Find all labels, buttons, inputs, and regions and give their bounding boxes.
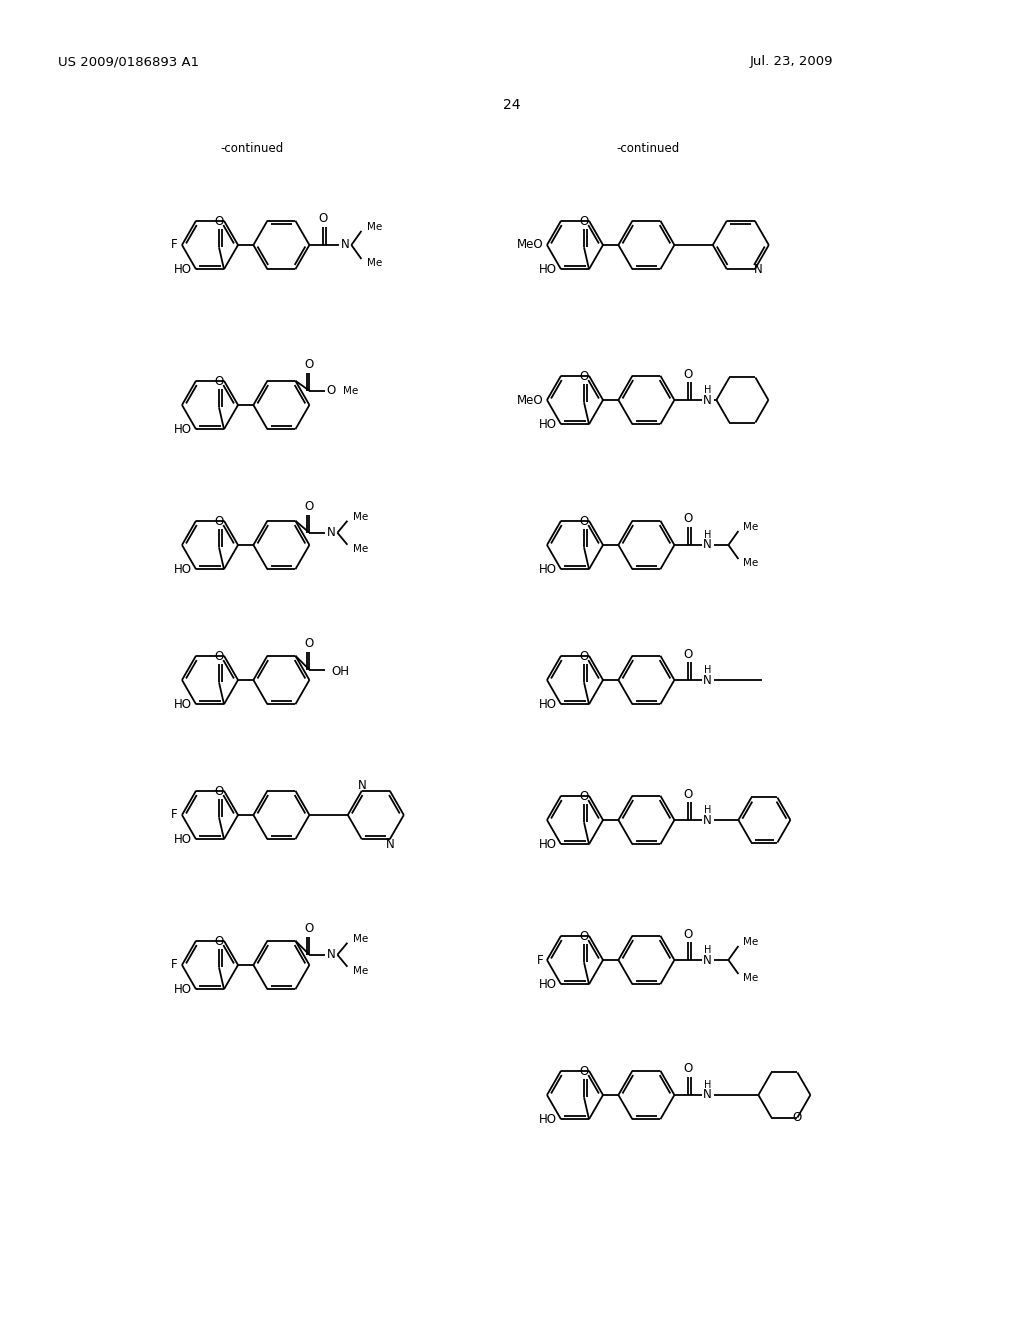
Text: N: N <box>357 779 367 792</box>
Text: US 2009/0186893 A1: US 2009/0186893 A1 <box>58 55 199 69</box>
Text: O: O <box>214 375 223 388</box>
Text: N: N <box>385 838 394 851</box>
Text: O: O <box>684 367 693 380</box>
Text: N: N <box>327 527 336 540</box>
Text: O: O <box>305 638 314 651</box>
Text: HO: HO <box>174 422 193 436</box>
Text: H: H <box>703 665 711 675</box>
Text: H: H <box>703 805 711 814</box>
Text: F: F <box>171 239 178 252</box>
Text: Me: Me <box>343 385 358 396</box>
Text: O: O <box>684 1063 693 1076</box>
Text: O: O <box>305 358 314 371</box>
Text: F: F <box>171 958 178 972</box>
Text: HO: HO <box>174 983 193 995</box>
Text: O: O <box>214 649 223 663</box>
Text: HO: HO <box>539 978 557 991</box>
Text: HO: HO <box>539 1113 557 1126</box>
Text: Me: Me <box>368 222 383 232</box>
Text: O: O <box>580 929 589 942</box>
Text: HO: HO <box>539 838 557 851</box>
Text: H: H <box>703 1080 711 1090</box>
Text: O: O <box>580 215 589 228</box>
Text: Me: Me <box>743 521 759 532</box>
Text: N: N <box>754 263 762 276</box>
Text: O: O <box>580 789 589 803</box>
Text: O: O <box>580 370 589 383</box>
Text: MeO: MeO <box>516 239 543 252</box>
Text: O: O <box>684 512 693 525</box>
Text: N: N <box>327 948 336 961</box>
Text: O: O <box>214 935 223 948</box>
Text: H: H <box>703 945 711 954</box>
Text: HO: HO <box>174 562 193 576</box>
Text: O: O <box>793 1111 802 1125</box>
Text: Me: Me <box>743 558 759 568</box>
Text: -continued: -continued <box>616 141 680 154</box>
Text: Me: Me <box>353 544 369 554</box>
Text: HO: HO <box>539 562 557 576</box>
Text: HO: HO <box>539 417 557 430</box>
Text: N: N <box>703 673 712 686</box>
Text: HO: HO <box>174 698 193 710</box>
Text: H: H <box>703 385 711 395</box>
Text: N: N <box>703 539 712 552</box>
Text: -continued: -continued <box>220 141 284 154</box>
Text: N: N <box>341 239 350 252</box>
Text: F: F <box>537 953 543 966</box>
Text: Me: Me <box>743 973 759 983</box>
Text: O: O <box>580 649 589 663</box>
Text: Me: Me <box>353 933 369 944</box>
Text: Me: Me <box>368 257 383 268</box>
Text: O: O <box>580 515 589 528</box>
Text: N: N <box>703 1089 712 1101</box>
Text: O: O <box>580 1065 589 1077</box>
Text: O: O <box>318 213 328 226</box>
Text: Me: Me <box>743 937 759 946</box>
Text: O: O <box>327 384 336 397</box>
Text: O: O <box>684 788 693 800</box>
Text: OH: OH <box>332 665 349 678</box>
Text: Me: Me <box>353 512 369 521</box>
Text: N: N <box>703 393 712 407</box>
Text: O: O <box>305 923 314 936</box>
Text: O: O <box>305 500 314 513</box>
Text: O: O <box>214 785 223 797</box>
Text: 24: 24 <box>503 98 521 112</box>
Text: Me: Me <box>353 966 369 975</box>
Text: O: O <box>684 648 693 660</box>
Text: N: N <box>703 813 712 826</box>
Text: H: H <box>703 531 711 540</box>
Text: HO: HO <box>539 263 557 276</box>
Text: HO: HO <box>539 698 557 710</box>
Text: HO: HO <box>174 263 193 276</box>
Text: Jul. 23, 2009: Jul. 23, 2009 <box>750 55 834 69</box>
Text: O: O <box>214 215 223 228</box>
Text: HO: HO <box>174 833 193 846</box>
Text: O: O <box>684 928 693 940</box>
Text: N: N <box>703 953 712 966</box>
Text: MeO: MeO <box>516 393 543 407</box>
Text: F: F <box>171 808 178 821</box>
Text: O: O <box>214 515 223 528</box>
